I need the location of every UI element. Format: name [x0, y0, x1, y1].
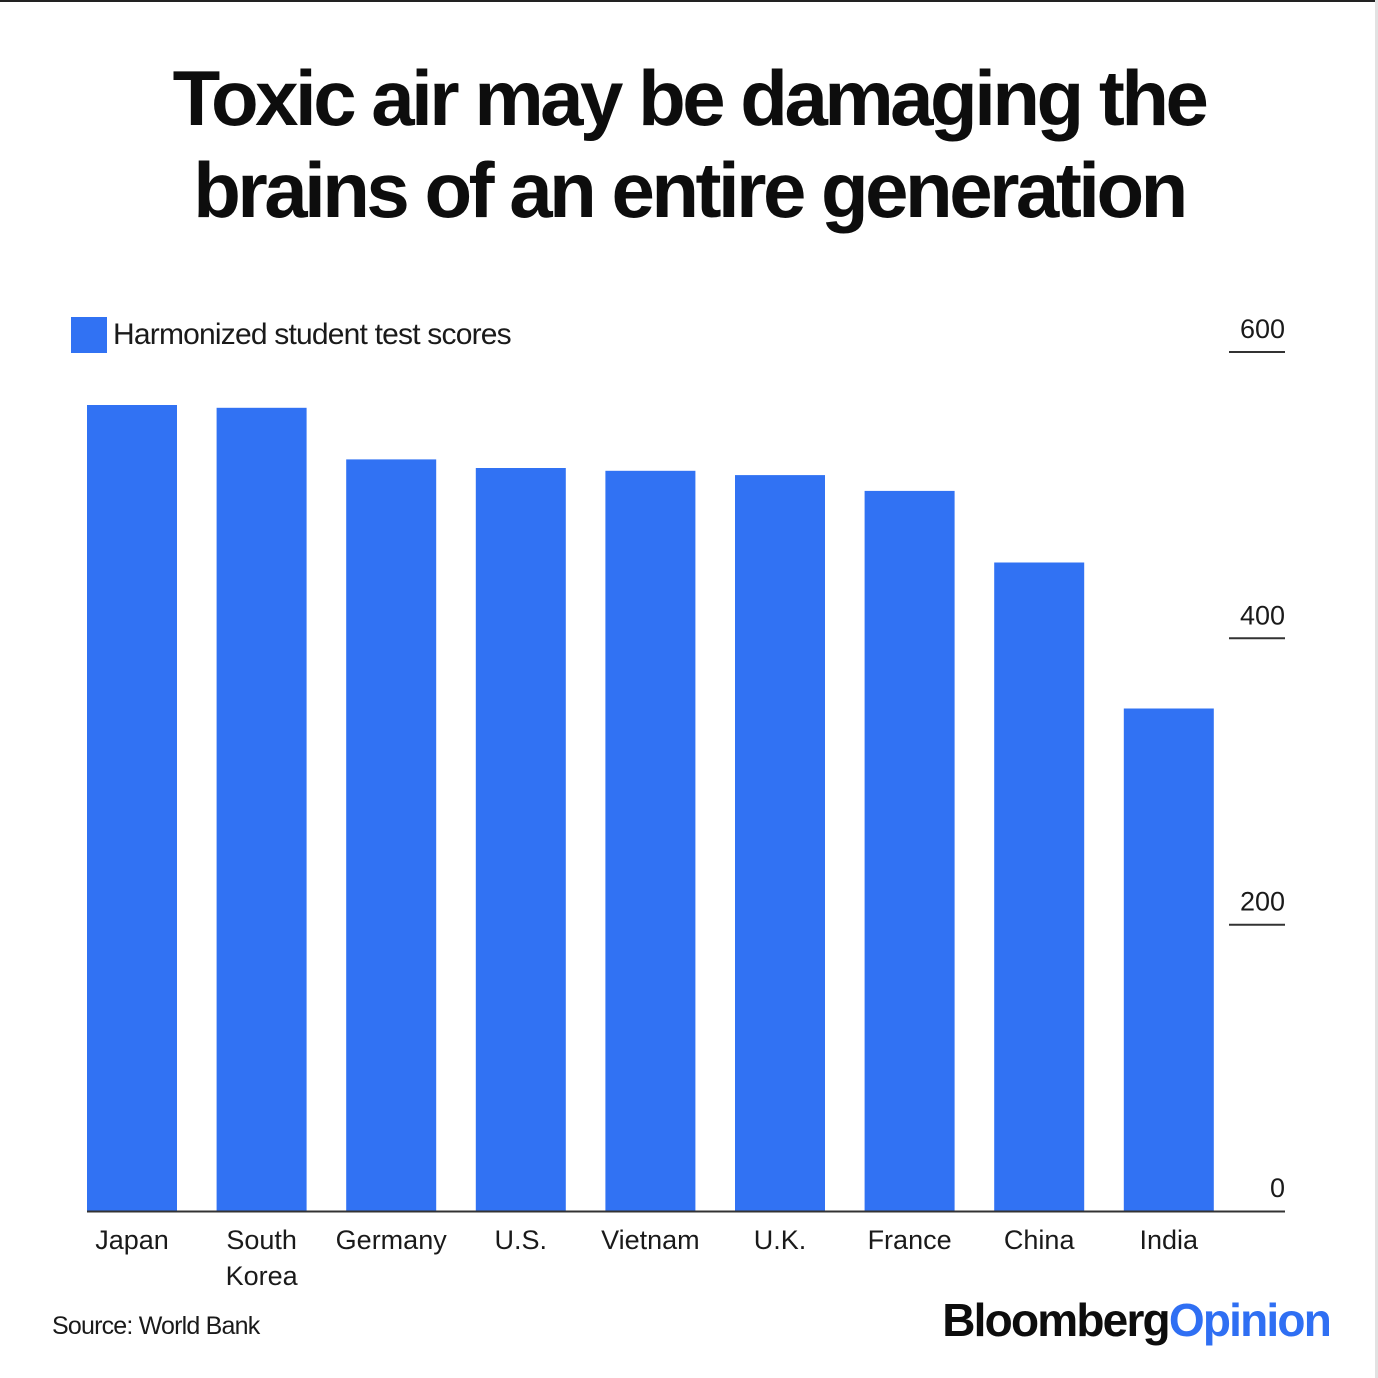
x-tick-label-france-line-1: France — [868, 1225, 952, 1255]
x-tick-label-south-korea-line-2: Korea — [226, 1261, 299, 1291]
bar-france — [864, 490, 955, 1211]
brand-logo-part-2: Opinion — [1168, 1294, 1332, 1346]
bar-china — [994, 562, 1085, 1211]
bar-us — [475, 468, 566, 1211]
brand-logo-part-1: Bloomberg — [942, 1294, 1170, 1346]
legend-label: Harmonized student test scores — [113, 318, 512, 351]
x-tick-label-japan-line-1: Japan — [95, 1225, 169, 1255]
y-tick-label-0: 0 — [1270, 1173, 1285, 1203]
y-tick-label-200: 200 — [1240, 887, 1285, 917]
x-tick-label-uk-line-1: U.K. — [754, 1225, 807, 1255]
x-tick-label-us-line-1: U.S. — [495, 1225, 548, 1255]
chart-title-line-2: brains of an entire generation — [193, 146, 1188, 234]
y-tick-label-400: 400 — [1240, 600, 1285, 630]
x-tick-label-vietnam-line-1: Vietnam — [601, 1225, 700, 1255]
legend: Harmonized student test scores — [71, 315, 512, 355]
y-tick-label-600: 600 — [1240, 314, 1285, 344]
bar-germany — [346, 459, 437, 1211]
legend-swatch — [71, 317, 107, 353]
chart-title-line-1: Toxic air may be damaging the — [172, 54, 1209, 142]
x-tick-label-germany-line-1: Germany — [336, 1225, 448, 1255]
brand-logo: BloombergOpinion — [942, 1293, 1332, 1347]
right-edge — [1375, 0, 1378, 1378]
x-tick-label-india-line-1: India — [1140, 1225, 1200, 1255]
x-tick-label-china-line-1: China — [1004, 1225, 1076, 1255]
bar-vietnam — [605, 470, 696, 1211]
bar-uk — [735, 475, 825, 1212]
x-tick-label-south-korea-line-1: South — [226, 1225, 297, 1255]
bar-japan — [87, 405, 177, 1211]
top-rule — [0, 0, 1378, 2]
chart-title: Toxic air may be damaging the brains of … — [0, 52, 1378, 236]
bar-south-korea — [216, 407, 307, 1211]
source-note: Source: World Bank — [52, 1312, 260, 1340]
bar-india — [1123, 708, 1214, 1211]
